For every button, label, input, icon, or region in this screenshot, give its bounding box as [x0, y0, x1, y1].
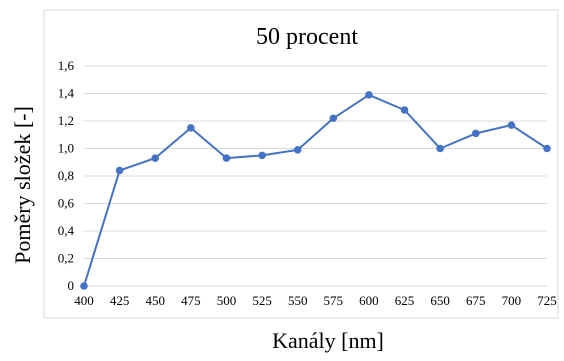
data-point [543, 144, 551, 153]
grid [84, 65, 547, 287]
data-point [436, 144, 444, 153]
x-tick-label: 400 [74, 293, 94, 308]
data-point [187, 124, 195, 132]
x-tick-label: 625 [395, 293, 415, 308]
x-tick-label: 425 [110, 293, 130, 308]
x-tick-label: 600 [359, 293, 379, 308]
x-axis-ticks: 400 425 450 475 500 525 550 575 600 625 650 675 700 7… [74, 293, 557, 308]
y-axis-ticks: 0 0,2 0,4 0,6 0,8 1,0 1,2 1,4 1,6 [58, 58, 75, 293]
x-tick-label: 550 [288, 293, 308, 308]
y-axis-label: Poměry složek [-] [10, 106, 35, 264]
y-tick-label: 1,0 [58, 141, 74, 156]
y-tick-label: 0,6 [58, 196, 75, 211]
data-point [222, 154, 231, 162]
data-point [329, 114, 338, 123]
x-tick-label: 675 [466, 293, 486, 308]
x-tick-label: 650 [430, 293, 450, 308]
data-point [400, 106, 409, 114]
y-tick-label: 0,4 [58, 223, 75, 238]
series-line [83, 93, 548, 287]
y-tick-label: 0,2 [58, 251, 74, 266]
x-tick-label: 700 [502, 293, 522, 308]
x-tick-label: 475 [181, 293, 201, 308]
y-tick-label: 0 [68, 278, 75, 293]
data-point [151, 154, 160, 162]
y-tick-label: 1,4 [58, 86, 75, 101]
x-tick-label: 450 [145, 293, 165, 308]
y-tick-label: 1,6 [58, 58, 75, 73]
data-point [115, 166, 124, 175]
x-tick-label: 525 [252, 293, 272, 308]
data-point [258, 151, 266, 160]
chart-title: 50 procent [256, 24, 358, 50]
x-tick-label: 575 [324, 293, 344, 308]
x-tick-label: 500 [217, 293, 237, 308]
data-point [80, 282, 88, 290]
data-point [471, 129, 480, 138]
series-layer [80, 91, 551, 290]
data-point [293, 146, 302, 154]
y-tick-label: 0,8 [58, 168, 74, 183]
data-point [365, 91, 373, 99]
x-tick-label: 725 [537, 293, 557, 308]
x-axis-label: Kanály [nm] [272, 328, 384, 353]
chart-frame [43, 9, 559, 319]
data-point [507, 121, 516, 129]
y-tick-label: 1,2 [58, 113, 74, 128]
